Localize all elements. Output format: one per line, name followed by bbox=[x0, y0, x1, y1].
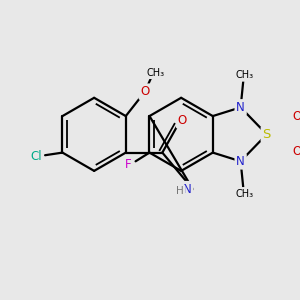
Text: F: F bbox=[125, 158, 132, 171]
Text: N: N bbox=[236, 101, 245, 114]
Text: N: N bbox=[236, 155, 245, 168]
Text: O: O bbox=[292, 145, 300, 158]
Text: O: O bbox=[140, 85, 149, 98]
Text: CH₃: CH₃ bbox=[236, 188, 254, 199]
Text: S: S bbox=[262, 128, 271, 141]
Text: O: O bbox=[178, 114, 187, 127]
Text: N: N bbox=[183, 183, 192, 196]
Text: H: H bbox=[176, 186, 184, 196]
Text: CH₃: CH₃ bbox=[236, 70, 254, 80]
Text: CH₃: CH₃ bbox=[146, 68, 164, 78]
Text: O: O bbox=[292, 110, 300, 123]
Text: Cl: Cl bbox=[31, 151, 42, 164]
